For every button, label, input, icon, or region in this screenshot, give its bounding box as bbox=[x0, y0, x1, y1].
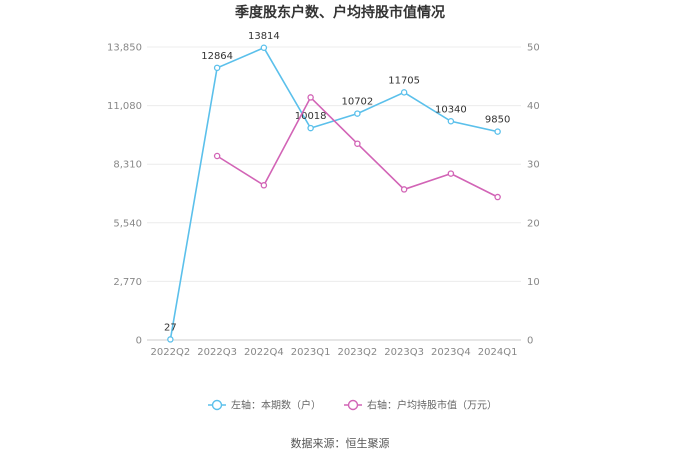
data-label: 27 bbox=[164, 322, 177, 333]
left-axis-tick-label: 0 bbox=[136, 336, 142, 347]
series-line-1 bbox=[169, 46, 498, 340]
data-label: 12864 bbox=[201, 51, 233, 62]
right-axis-tick-label: 50 bbox=[527, 43, 540, 54]
x-axis-tick-label: 2022Q2 bbox=[151, 347, 191, 358]
left-axis-tick-label: 11,080 bbox=[107, 101, 142, 112]
data-point bbox=[494, 193, 501, 201]
data-point bbox=[494, 128, 501, 135]
right-axis-tick-label: 40 bbox=[527, 101, 540, 112]
data-label: 11705 bbox=[388, 75, 420, 86]
data-point bbox=[447, 170, 455, 177]
data-point bbox=[400, 89, 408, 96]
data-label: 10340 bbox=[435, 104, 467, 115]
legend-marker-icon bbox=[211, 399, 223, 411]
legend-label: 右轴：户均持股市值（万元） bbox=[367, 399, 497, 412]
data-point bbox=[354, 140, 361, 147]
left-axis-tick-label: 8,310 bbox=[113, 160, 142, 171]
x-axis-tick-label: 2023Q3 bbox=[384, 347, 424, 358]
data-source: 数据来源：恒生聚源 bbox=[291, 436, 390, 450]
legend-item-1[interactable]: 左轴：本期数（户） bbox=[208, 399, 321, 412]
data-point bbox=[213, 152, 221, 160]
left-axis-tick-label: 5,540 bbox=[113, 218, 142, 229]
x-axis-tick-label: 2022Q3 bbox=[197, 347, 237, 358]
data-point bbox=[307, 124, 314, 132]
right-axis-tick-label: 10 bbox=[527, 277, 540, 288]
data-label: 9850 bbox=[485, 115, 510, 126]
left-axis-tick-label: 13,850 bbox=[107, 43, 142, 54]
data-point bbox=[307, 94, 314, 101]
data-point bbox=[213, 64, 221, 72]
right-axis-tick-label: 20 bbox=[527, 218, 540, 229]
data-point bbox=[260, 44, 268, 52]
legend[interactable]: 左轴：本期数（户） 右轴：户均持股市值（万元） bbox=[208, 399, 497, 412]
data-label: 10702 bbox=[341, 97, 373, 108]
chart-title: 季度股东户数、户均持股市值情况 bbox=[234, 4, 445, 21]
left-axis-tick-label: 2,770 bbox=[113, 277, 142, 288]
grid-lines bbox=[147, 46, 521, 341]
legend-label: 左轴：本期数（户） bbox=[231, 399, 321, 412]
data-point bbox=[354, 110, 361, 117]
data-label: 10018 bbox=[295, 111, 327, 122]
x-axis-tick-label: 2023Q1 bbox=[291, 347, 331, 358]
data-point bbox=[167, 336, 174, 343]
x-axis-tick-label: 2023Q2 bbox=[338, 347, 378, 358]
x-axis-tick-label: 2022Q4 bbox=[244, 347, 284, 358]
x-axis-tick-label: 2023Q4 bbox=[431, 347, 471, 358]
series-layer: 27 12864 13814 10018 10702 11705 10340 9850 bbox=[164, 31, 510, 343]
right-axis-tick-label: 30 bbox=[527, 160, 540, 171]
data-point bbox=[260, 182, 268, 189]
data-label: 13814 bbox=[248, 31, 280, 42]
data-point bbox=[400, 186, 408, 193]
data-point bbox=[447, 118, 455, 125]
legend-marker-icon bbox=[347, 399, 359, 411]
right-axis-tick-label: 0 bbox=[527, 336, 533, 347]
axes: 0 2,770 5,540 8,310 11,080 13,850 0 10 20 30 40 50 2… bbox=[107, 43, 540, 359]
legend-item-2[interactable]: 右轴：户均持股市值（万元） bbox=[344, 399, 497, 412]
x-axis-tick-label: 2024Q1 bbox=[478, 347, 518, 358]
